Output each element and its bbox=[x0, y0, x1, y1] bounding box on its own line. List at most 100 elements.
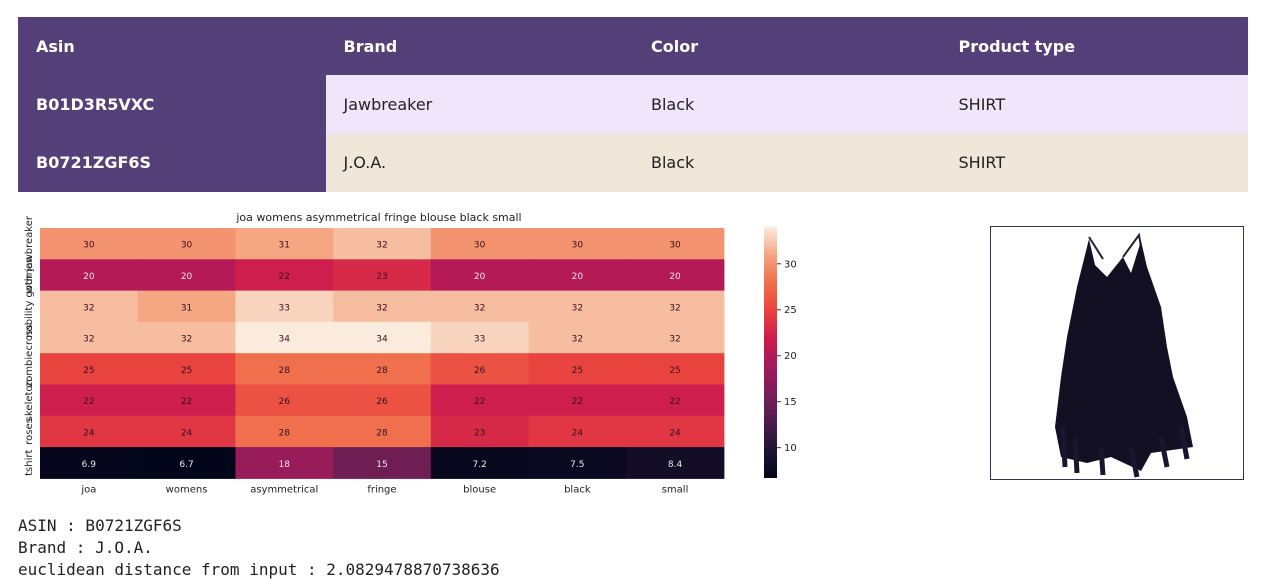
heatmap-cell bbox=[235, 447, 334, 479]
heatmap-cell bbox=[235, 259, 334, 292]
y-tick-label: roses bbox=[24, 418, 35, 445]
heatmap-cell bbox=[528, 384, 627, 417]
heatmap-cell bbox=[235, 290, 334, 323]
heatmap-cell bbox=[430, 384, 529, 417]
heatmap-cell bbox=[626, 415, 725, 448]
y-tick-label: jawbreaker bbox=[24, 215, 35, 272]
heatmap-cell bbox=[528, 290, 627, 323]
heatmap-value-label: 6.9 bbox=[82, 460, 97, 470]
heatmap-cell bbox=[333, 353, 432, 385]
heatmap-cell bbox=[333, 384, 432, 417]
heatmap-value-label: 25 bbox=[181, 366, 192, 376]
heatmap-value-label: 30 bbox=[669, 241, 681, 251]
y-tick-label: tshirt bbox=[24, 450, 35, 476]
heatmap-cell bbox=[333, 228, 432, 260]
info-asin: ASIN : B0721ZGF6S bbox=[18, 516, 182, 535]
heatmap-value-label: 33 bbox=[279, 303, 290, 313]
x-tick-label: small bbox=[662, 484, 689, 495]
heatmap-value-label: 34 bbox=[279, 335, 291, 345]
heatmap-value-label: 20 bbox=[572, 272, 584, 282]
x-tick-label: joa bbox=[80, 484, 96, 495]
product-table: Asin Brand Color Product type B01D3R5VXC… bbox=[18, 17, 1248, 192]
heatmap-cell bbox=[235, 228, 334, 260]
heatmap-cell bbox=[528, 321, 627, 354]
y-tick-label: nobility goth bbox=[24, 275, 35, 338]
product-image bbox=[990, 226, 1244, 480]
heatmap-cell bbox=[430, 259, 529, 292]
heatmap-value-label: 23 bbox=[474, 428, 485, 438]
heatmap-value-label: 31 bbox=[279, 241, 290, 251]
heatmap-value-label: 28 bbox=[279, 428, 291, 438]
heatmap-value-label: 32 bbox=[376, 303, 387, 313]
y-tick-label: women bbox=[24, 257, 35, 294]
header-color: Color bbox=[633, 17, 941, 75]
cell-asin: B0721ZGF6S bbox=[18, 133, 326, 192]
heatmap-cell bbox=[430, 290, 529, 323]
heatmap-value-label: 32 bbox=[572, 303, 583, 313]
heatmap-value-label: 30 bbox=[474, 241, 486, 251]
heatmap-value-label: 26 bbox=[474, 366, 486, 376]
heatmap-value-label: 32 bbox=[572, 335, 583, 345]
heatmap-cell bbox=[528, 447, 627, 479]
info-brand: Brand : J.O.A. bbox=[18, 538, 153, 557]
heatmap-value-label: 32 bbox=[83, 303, 94, 313]
heatmap-cell bbox=[626, 228, 725, 260]
heatmap-value-label: 22 bbox=[669, 397, 680, 407]
heatmap-cell bbox=[430, 447, 529, 479]
heatmap-value-label: 25 bbox=[572, 366, 583, 376]
heatmap-cell bbox=[430, 415, 529, 448]
heatmap-value-label: 30 bbox=[572, 241, 584, 251]
heatmap-cell bbox=[40, 415, 139, 448]
heatmap-cell bbox=[235, 353, 334, 385]
black-strappy-blouse-photo-icon bbox=[1055, 232, 1193, 478]
heatmap-cell bbox=[40, 321, 139, 354]
heatmap-value-label: 28 bbox=[376, 366, 388, 376]
y-tick-label: cross bbox=[24, 325, 35, 351]
heatmap-cell bbox=[40, 447, 139, 479]
heatmap-cell bbox=[235, 415, 334, 448]
heatmap-value-label: 31 bbox=[181, 303, 192, 313]
heatmap-value-label: 30 bbox=[83, 241, 95, 251]
heatmap-value-label: 28 bbox=[279, 366, 291, 376]
heatmap-value-label: 6.7 bbox=[179, 460, 193, 470]
heatmap-value-label: 32 bbox=[181, 335, 192, 345]
heatmap-value-label: 18 bbox=[279, 460, 291, 470]
heatmap-value-label: 32 bbox=[474, 303, 485, 313]
heatmap-value-label: 32 bbox=[376, 241, 387, 251]
heatmap-value-label: 32 bbox=[669, 335, 680, 345]
heatmap-value-label: 20 bbox=[181, 272, 193, 282]
heatmap-cell bbox=[333, 290, 432, 323]
table-header-row: Asin Brand Color Product type bbox=[18, 17, 1248, 75]
heatmap-cell bbox=[528, 353, 627, 385]
cell-color: Black bbox=[633, 133, 941, 192]
heatmap-cell bbox=[528, 228, 627, 260]
heatmap-value-label: 22 bbox=[474, 397, 485, 407]
heatmap-cell bbox=[528, 259, 627, 292]
heatmap-cell bbox=[137, 321, 236, 354]
header-asin: Asin bbox=[18, 17, 326, 75]
info-distance: euclidean distance from input : 2.082947… bbox=[18, 560, 500, 579]
heatmap-value-label: 22 bbox=[279, 272, 290, 282]
heatmap-cell bbox=[137, 353, 236, 385]
colorbar-gradient bbox=[764, 227, 777, 478]
heatmap-value-label: 20 bbox=[83, 272, 95, 282]
x-tick-label: asymmetrical bbox=[250, 484, 318, 495]
chart-title: joa womens asymmetrical fringe blouse bl… bbox=[235, 211, 521, 224]
heatmap-value-label: 15 bbox=[376, 460, 387, 470]
heatmap-cell bbox=[333, 447, 432, 479]
heatmap-cell bbox=[626, 447, 725, 479]
cell-product-type: SHIRT bbox=[940, 133, 1248, 192]
heatmap-cell bbox=[626, 290, 725, 323]
heatmap-value-label: 24 bbox=[83, 428, 95, 438]
heatmap-value-label: 26 bbox=[376, 397, 388, 407]
heatmap-cell bbox=[40, 228, 139, 260]
heatmap-value-label: 28 bbox=[376, 428, 388, 438]
heatmap-cell bbox=[430, 321, 529, 354]
heatmap-value-label: 7.5 bbox=[570, 460, 584, 470]
heatmap-value-label: 34 bbox=[376, 335, 388, 345]
heatmap-cell bbox=[137, 259, 236, 292]
heatmap-cell bbox=[626, 353, 725, 385]
heatmap-value-label: 32 bbox=[669, 303, 680, 313]
heatmap-cell bbox=[528, 415, 627, 448]
heatmap-cell bbox=[333, 321, 432, 354]
